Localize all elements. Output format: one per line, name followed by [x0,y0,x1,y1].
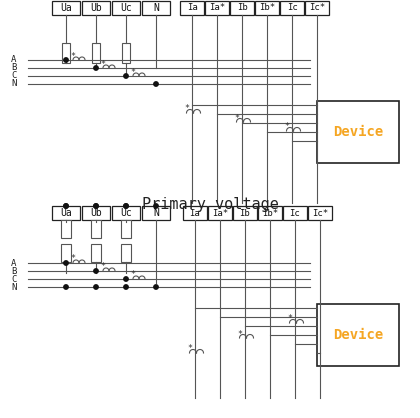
Text: B: B [11,64,17,72]
Circle shape [64,204,68,208]
Circle shape [124,204,128,208]
Bar [142,1,170,15]
Text: Ia: Ia [189,209,200,217]
Text: Ib: Ib [236,3,247,13]
Bar [122,43,130,63]
Text: Ib*: Ib* [259,3,275,13]
Bar [92,43,100,63]
Bar [258,206,282,220]
Text: N: N [11,283,17,291]
Text: Primary voltage: Primary voltage [142,197,278,212]
Text: Ub: Ub [90,208,102,218]
Text: A: A [11,56,17,64]
Circle shape [64,285,68,289]
Bar [280,1,304,15]
Text: Ia: Ia [186,3,197,13]
Circle shape [94,285,98,289]
Bar [62,43,70,63]
Bar [91,220,101,238]
Bar [61,244,71,262]
Text: N: N [11,79,17,89]
Bar [305,1,329,15]
Circle shape [64,261,68,265]
Circle shape [124,204,128,208]
Text: *: * [100,263,105,272]
Circle shape [124,74,128,78]
Bar [91,244,101,262]
Circle shape [124,277,128,281]
Bar [317,304,399,366]
Bar [121,244,131,262]
Text: Ib*: Ib* [262,209,278,217]
Bar [82,206,110,220]
Bar [112,1,140,15]
Text: *: * [131,270,136,280]
Bar [208,206,232,220]
Text: *: * [284,122,289,132]
Bar [233,206,257,220]
Circle shape [94,204,98,208]
Text: A: A [11,258,17,268]
Text: Device: Device [333,328,383,342]
Bar [317,101,399,163]
Text: Ic: Ic [290,209,300,217]
Circle shape [94,204,98,208]
Bar [205,1,229,15]
Text: Ic*: Ic* [309,3,325,13]
Bar [230,1,254,15]
Text: *: * [288,314,292,324]
Text: Ic*: Ic* [312,209,328,217]
Text: N: N [153,3,159,13]
Bar [112,206,140,220]
Text: Ib: Ib [240,209,250,217]
Bar [52,1,80,15]
Bar [308,206,332,220]
Text: Ua: Ua [60,208,72,218]
Bar [180,1,204,15]
Text: Ua: Ua [60,3,72,13]
Text: C: C [11,71,17,81]
Circle shape [94,66,98,70]
Text: *: * [71,255,76,263]
Text: *: * [237,329,242,339]
Text: Ub: Ub [90,3,102,13]
Text: Uc: Uc [120,208,132,218]
Text: Ia*: Ia* [209,3,225,13]
Text: B: B [11,267,17,275]
Circle shape [154,204,158,208]
Text: N: N [153,208,159,218]
Circle shape [64,58,68,62]
Text: Ic: Ic [286,3,297,13]
Bar [82,1,110,15]
Text: C: C [11,275,17,283]
Circle shape [154,82,158,86]
Text: *: * [187,344,192,354]
Circle shape [64,204,68,208]
Text: *: * [71,51,76,61]
Circle shape [94,269,98,273]
Text: *: * [131,67,136,76]
Circle shape [154,285,158,289]
Circle shape [124,285,128,289]
Bar [283,206,307,220]
Text: *: * [100,59,105,69]
Bar [183,206,207,220]
Text: Uc: Uc [120,3,132,13]
Text: Ia*: Ia* [212,209,228,217]
Text: *: * [184,104,189,114]
Text: *: * [234,114,239,122]
Bar [121,220,131,238]
Bar [255,1,279,15]
Bar [142,206,170,220]
Bar [61,220,71,238]
Text: Device: Device [333,125,383,139]
Bar [52,206,80,220]
